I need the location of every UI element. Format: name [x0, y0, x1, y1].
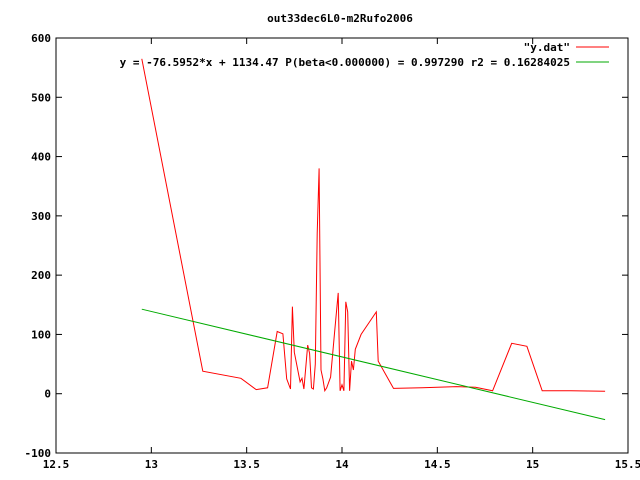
legend-label-0: "y.dat": [524, 41, 570, 54]
y-tick-label: 300: [31, 210, 51, 223]
legend: "y.dat" y = -76.5952*x + 1134.47 P(beta<0…: [120, 41, 609, 69]
y-tick-label: -100: [25, 447, 52, 460]
y-tick-label: 100: [31, 328, 51, 341]
y-tick-label: 500: [31, 91, 51, 104]
x-tick-label: 13: [145, 458, 158, 471]
series-line-1: [141, 308, 606, 421]
x-tick-label: 14: [335, 458, 349, 471]
chart-title: out33dec6L0-m2Rufo2006: [267, 12, 413, 25]
y-tick-label: 600: [31, 32, 51, 45]
legend-label-1: y = -76.5952*x + 1134.47 P(beta<0.000000…: [120, 56, 570, 69]
x-tick-label: 15: [526, 458, 539, 471]
x-tick-label: 12.5: [43, 458, 70, 471]
y-tick-label: 200: [31, 269, 51, 282]
axes: 12.5 13 13.5 14 14.5 15 15.5 -100 0 100 200 300 400 5…: [25, 32, 640, 471]
x-tick-label: 13.5: [233, 458, 260, 471]
x-tick-label: 14.5: [424, 458, 451, 471]
y-tick-label: 0: [44, 388, 51, 401]
x-tick-label: 15.5: [615, 458, 640, 471]
y-tick-label: 400: [31, 151, 51, 164]
series-line-0: [141, 58, 606, 393]
plot-series: [141, 58, 606, 421]
